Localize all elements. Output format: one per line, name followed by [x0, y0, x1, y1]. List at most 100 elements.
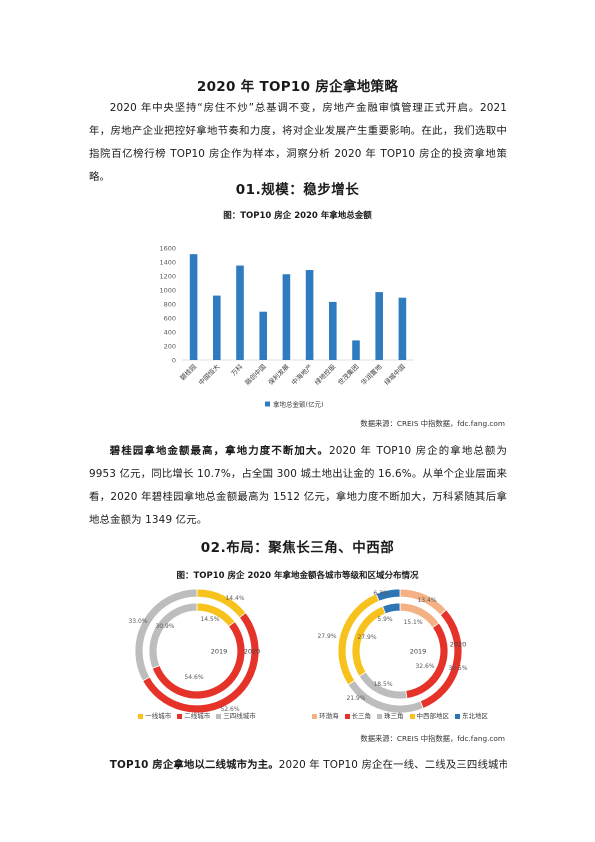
data-label-2020-1: 13.4% — [417, 597, 436, 604]
legend-swatch — [377, 713, 382, 719]
segment-2020-3 — [134, 588, 198, 682]
data-label-2020-5: 6.3% — [373, 590, 389, 597]
legend-swatch — [344, 713, 350, 719]
y-tick-label: 0 — [172, 356, 176, 364]
y-tick-label: 1400 — [159, 258, 176, 266]
section-heading-scale: 01.规模：稳步增长 — [235, 182, 360, 198]
legend-swatch — [177, 713, 183, 719]
bar-chart-caption: 图：TOP10 房企 2020 年拿地总金额 — [223, 211, 372, 221]
data-label-2019-2: 54.6% — [184, 674, 203, 681]
bar-9 — [375, 292, 383, 360]
data-label-2019-1: 15.1% — [403, 619, 422, 626]
x-category-label-3: 万科 — [229, 362, 245, 378]
document-title: 2020 年 TOP10 房企拿地策略 — [196, 79, 399, 95]
legend-label: 中西部地区 — [416, 712, 450, 720]
segment-2019-2 — [151, 621, 246, 700]
legend-label: 三四线城市 — [223, 712, 256, 720]
y-tick-label: 800 — [164, 300, 176, 308]
y-tick-label: 1600 — [159, 244, 176, 252]
legend-item-1: 一线城市 — [138, 711, 171, 721]
legend-item-1: 环渤海 — [312, 711, 339, 721]
city-tier-analysis-paragraph: TOP10 房企拿地以二线城市为主。2020 年 TOP10 房企在一线、二线及… — [89, 754, 507, 777]
data-label-2019-5: 5.9% — [377, 616, 393, 623]
bar-10 — [398, 297, 407, 360]
bar-5 — [282, 274, 291, 360]
legend-item-3: 三四线城市 — [216, 711, 256, 721]
legend-label: 环渤海 — [319, 712, 339, 720]
x-category-label-7: 绿地控股 — [312, 362, 337, 387]
x-category-label-8: 世茂集团 — [336, 362, 361, 387]
y-tick-label: 200 — [164, 342, 176, 350]
data-label-2020-2: 52.6% — [220, 706, 239, 713]
intro-paragraph: 2020 年中央坚持“房住不炒”总基调不变，房地产金融审慎管理正式开启。2021… — [89, 102, 507, 183]
data-source-note: 数据来源：CREIS 中指数据，fdc.fang.com — [360, 734, 505, 743]
data-label-2020-1: 14.4% — [225, 595, 244, 602]
legend-item-2: 二线城市 — [177, 711, 210, 721]
legend-label: 一线城市 — [145, 712, 172, 720]
region-legend: 环渤海 长三角 珠三角 中西部地区 东北地区 — [300, 711, 500, 721]
paragraph-body: 2020 年 TOP10 房企的拿地总额为 9953 亿元，同比增长 10.7%… — [89, 445, 507, 526]
data-source-note: 数据来源：CREIS 中指数据，fdc.fang.com — [360, 419, 505, 428]
x-category-label-2: 中国恒大 — [196, 362, 221, 387]
data-label-2020-3: 21.9% — [346, 695, 365, 702]
y-tick-label: 600 — [164, 314, 176, 322]
donut-charts-caption: 图：TOP10 房企 2020 年拿地金额各城市等级和区域分布情况 — [176, 571, 419, 581]
region-donut-svg: 13.4% 30.5% 21.9% 27.9% 6.3% 2020 15.1% 32.6% 18… — [317, 588, 468, 714]
bar-6 — [305, 270, 314, 360]
legend-label: 拿地总金额(亿元) — [273, 400, 324, 409]
y-tick-label: 1000 — [159, 286, 176, 294]
x-category-label-9: 华润置地 — [359, 362, 384, 387]
paragraph-lead-bold: TOP10 房企拿地以二线城市为主。 — [109, 759, 279, 771]
x-category-label-6: 中海地产 — [289, 362, 314, 387]
x-category-label-5: 保利发展 — [266, 362, 291, 387]
data-label-2019-2: 32.6% — [415, 663, 434, 670]
legend-swatch — [265, 401, 270, 407]
data-label-2019-3: 30.9% — [155, 623, 174, 630]
legend-swatch — [312, 713, 317, 719]
series-label-2020: 2020 — [244, 647, 261, 655]
legend-label: 珠三角 — [384, 712, 404, 720]
legend-label: 长三角 — [351, 712, 372, 720]
bar-2 — [213, 295, 221, 360]
segment-2019-5 — [382, 602, 401, 615]
legend-item-3: 珠三角 — [377, 711, 404, 721]
land-acquisition-bar-chart: 1600 1400 1200 1000 800 600 400 200 0 碧桂园 中国恒大 万科 融创… — [140, 240, 430, 415]
city-tier-legend: 一线城市 二线城市 三四线城市 — [97, 711, 297, 721]
legend-item-2: 长三角 — [344, 711, 372, 721]
legend-item-5: 东北地区 — [455, 711, 488, 721]
city-tier-donut-svg: 14.4% 52.6% 33.0% 2020 14.5% 54.6% 30.9% 2019 — [128, 588, 261, 714]
legend-swatch — [409, 713, 415, 719]
section-heading-layout: 02.布局：聚焦长三角、中西部 — [200, 540, 395, 556]
region-donut-chart: 13.4% 30.5% 21.9% 27.9% 6.3% 2020 15.1% 32.6% 18… — [300, 581, 500, 731]
bar-1 — [189, 254, 198, 360]
y-tick-label: 400 — [164, 328, 176, 336]
series-label-2019: 2019 — [211, 647, 228, 655]
data-label-2019-4: 27.9% — [357, 634, 376, 641]
legend-swatch — [216, 713, 222, 719]
bar-3 — [236, 265, 244, 360]
x-category-label-1: 碧桂园 — [178, 362, 198, 382]
data-label-2019-3: 18.5% — [373, 681, 392, 688]
series-label-2020: 2020 — [450, 640, 467, 648]
legend-label: 东北地区 — [462, 712, 488, 720]
bar-8 — [352, 340, 360, 360]
legend-swatch — [455, 713, 460, 719]
segment-2020-5 — [375, 588, 401, 602]
data-label-2019-1: 14.5% — [200, 616, 219, 623]
paragraph-lead-bold: 碧桂园拿地金额最高，拿地力度不断加大。 — [109, 445, 329, 457]
scale-analysis-paragraph: 碧桂园拿地金额最高，拿地力度不断加大。2020 年 TOP10 房企的拿地总额为… — [89, 440, 507, 532]
x-category-label-4: 融创中国 — [243, 362, 268, 387]
bar-4 — [259, 311, 267, 360]
data-label-2020-3: 33.0% — [128, 618, 147, 625]
series-label-2019: 2019 — [410, 647, 427, 655]
data-label-2020-4: 27.9% — [317, 633, 336, 640]
legend-label: 二线城市 — [184, 712, 211, 720]
segment-2019-3 — [148, 602, 198, 669]
paragraph-body: 2020 年 TOP10 房企在一线、二线及三四线城市的拿 — [278, 759, 507, 771]
legend-item-4: 中西部地区 — [409, 711, 450, 721]
x-category-label-10: 绿城中国 — [382, 362, 407, 387]
bar-7 — [329, 301, 337, 360]
data-label-2020-2: 30.5% — [448, 665, 467, 672]
